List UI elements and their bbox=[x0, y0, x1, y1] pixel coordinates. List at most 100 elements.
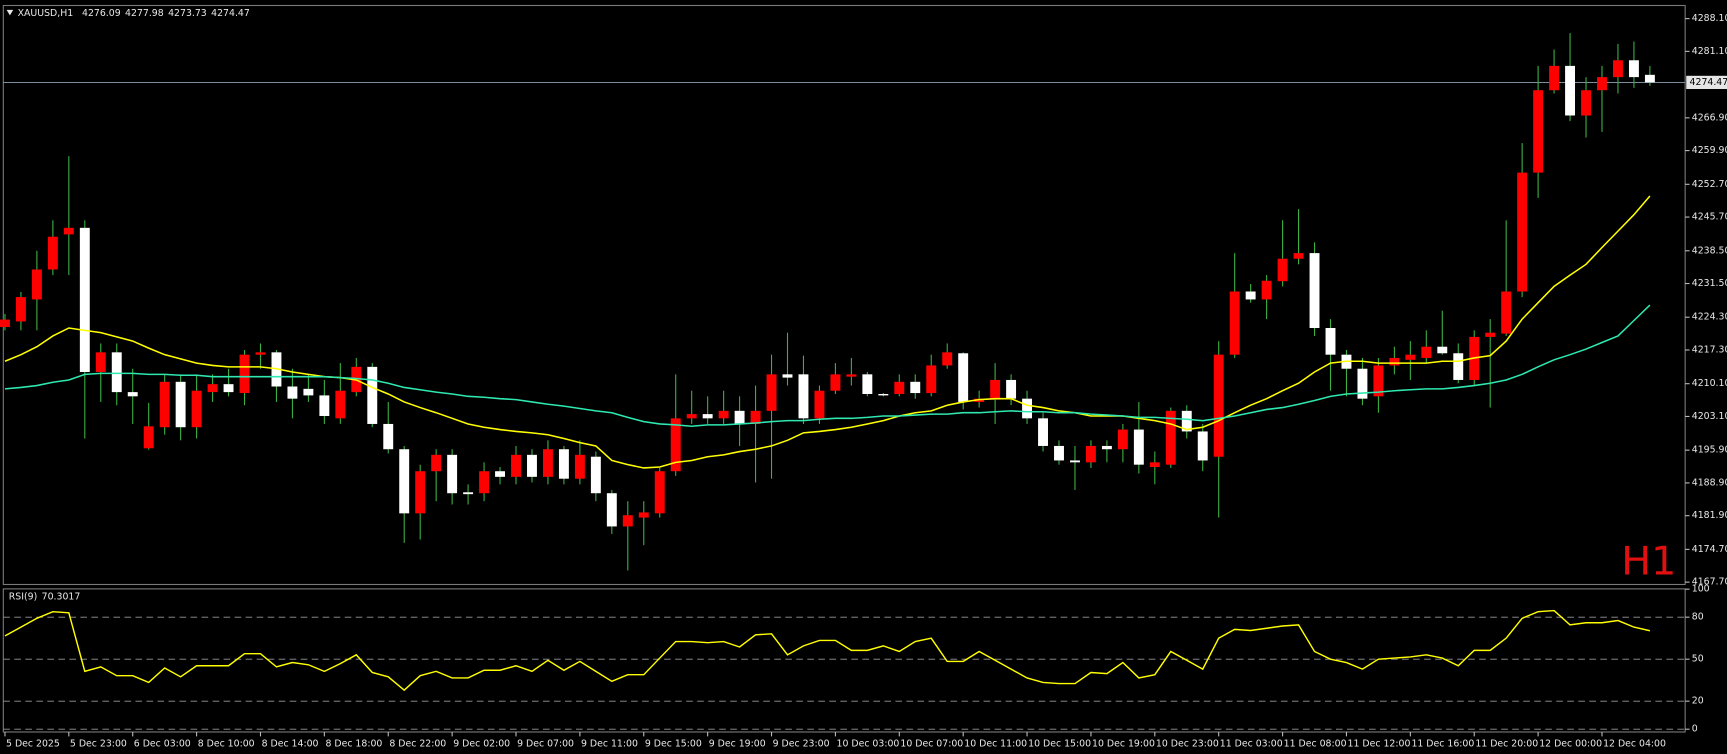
x-tick-label: 9 Dec 19:00 bbox=[709, 739, 766, 750]
x-tick-label: 9 Dec 07:00 bbox=[517, 739, 574, 750]
current-price-tag bbox=[1686, 75, 1727, 90]
x-tick-label: 9 Dec 02:00 bbox=[453, 739, 510, 750]
indicator-line bbox=[4, 609, 1651, 692]
candle-body bbox=[207, 384, 218, 393]
candle-body bbox=[1229, 291, 1240, 355]
candle-body bbox=[1213, 354, 1224, 457]
indicator-title: RSI(9) bbox=[9, 591, 37, 602]
y-tick-label: 4231.50 bbox=[1692, 278, 1727, 289]
candle-body bbox=[495, 471, 505, 477]
x-tick-label: 10 Dec 11:00 bbox=[964, 739, 1027, 750]
candle-body bbox=[159, 381, 170, 428]
x-tick-label: 12 Dec 04:00 bbox=[1603, 739, 1666, 750]
indicator-value: 70.3017 bbox=[42, 591, 81, 602]
candle-body bbox=[814, 390, 825, 419]
candle-body bbox=[367, 366, 378, 424]
candle-body bbox=[894, 381, 905, 394]
candle-body bbox=[15, 297, 26, 322]
candle-body bbox=[1325, 327, 1336, 355]
y-tick-label: 4167.70 bbox=[1692, 577, 1727, 588]
y-tick-label: 4266.90 bbox=[1692, 112, 1727, 123]
x-tick-label: 9 Dec 11:00 bbox=[581, 739, 638, 750]
x-tick-label: 9 Dec 15:00 bbox=[645, 739, 702, 750]
y-tick-label: 4252.70 bbox=[1692, 179, 1727, 190]
candle-body bbox=[958, 353, 969, 402]
x-tick-label: 11 Dec 12:00 bbox=[1348, 739, 1411, 750]
candle-body bbox=[111, 352, 122, 393]
x-tick-label: 8 Dec 10:00 bbox=[198, 739, 255, 750]
indicator-label: RSI(9) 70.3017 bbox=[9, 591, 81, 602]
y-tick-label: 4288.10 bbox=[1692, 13, 1727, 24]
candle-body bbox=[1101, 445, 1112, 450]
y-tick-label: 80 bbox=[1692, 612, 1704, 623]
candle-body bbox=[942, 352, 953, 366]
candle-body bbox=[1054, 445, 1064, 461]
x-tick-label: 10 Dec 23:00 bbox=[1156, 739, 1219, 750]
candle-body bbox=[1357, 368, 1368, 399]
candle-body bbox=[335, 390, 346, 419]
x-tick-label: 10 Dec 07:00 bbox=[900, 739, 963, 750]
menu-arrow[interactable] bbox=[6, 9, 14, 16]
candle-body bbox=[1293, 253, 1304, 259]
candle-body bbox=[479, 471, 490, 494]
candle-body bbox=[1309, 253, 1320, 328]
candle-body bbox=[239, 354, 250, 394]
candle-body bbox=[1133, 429, 1144, 465]
candle-body bbox=[1597, 77, 1607, 91]
y-tick-label: 0 bbox=[1692, 724, 1698, 735]
candle-body bbox=[463, 492, 474, 495]
x-tick-label: 5 Dec 23:00 bbox=[70, 739, 127, 750]
x-tick-label: 9 Dec 23:00 bbox=[773, 739, 830, 750]
symbol-title: XAUUSD,H1 bbox=[18, 8, 74, 19]
candle-body bbox=[1628, 60, 1639, 78]
candle-body bbox=[1165, 410, 1176, 465]
candle-body bbox=[622, 515, 633, 527]
y-tick-label: 4203.10 bbox=[1692, 411, 1727, 422]
y-tick-label: 50 bbox=[1692, 654, 1704, 665]
x-tick-label: 8 Dec 22:00 bbox=[389, 739, 446, 750]
candle-body bbox=[766, 374, 777, 411]
y-tick-label: 4259.90 bbox=[1692, 145, 1727, 156]
candle-body bbox=[1070, 460, 1080, 463]
x-tick-label: 8 Dec 14:00 bbox=[262, 739, 319, 750]
chart-header: XAUUSD,H1 4276.09 4277.98 4273.73 4274.47 bbox=[18, 8, 250, 19]
candle-body bbox=[558, 449, 569, 479]
candle-body bbox=[255, 352, 266, 355]
current-price-label: 4274.47 bbox=[1690, 77, 1727, 88]
x-tick-label: 11 Dec 08:00 bbox=[1284, 739, 1347, 750]
candle-body bbox=[191, 390, 202, 428]
rsi-panel-frame bbox=[2, 588, 1686, 733]
candle-body bbox=[1405, 354, 1416, 360]
candle-body bbox=[830, 374, 841, 391]
candle-body bbox=[910, 381, 921, 394]
candle-body bbox=[1517, 172, 1528, 292]
candle-body bbox=[686, 414, 697, 419]
candle-body bbox=[127, 392, 138, 397]
y-tick-label: 4281.10 bbox=[1692, 46, 1727, 57]
candle-body bbox=[782, 374, 793, 378]
candle-body bbox=[798, 374, 809, 419]
x-tick-label: 11 Dec 03:00 bbox=[1220, 739, 1283, 750]
y-tick-label: 4195.90 bbox=[1692, 445, 1727, 456]
y-tick-label: 4217.30 bbox=[1692, 344, 1727, 355]
y-tick-label: 4224.30 bbox=[1692, 312, 1727, 323]
candle-body bbox=[223, 384, 234, 393]
y-tick-label: 4245.70 bbox=[1692, 212, 1727, 223]
candle-body bbox=[1277, 258, 1288, 282]
moving-average-line bbox=[4, 304, 1651, 428]
candle-body bbox=[990, 379, 1001, 400]
timeframe-watermark: H1 bbox=[1621, 539, 1676, 585]
candle-body bbox=[1149, 462, 1160, 468]
x-tick-label: 10 Dec 03:00 bbox=[837, 739, 900, 750]
main-panel-frame bbox=[2, 4, 1686, 586]
candle-body bbox=[654, 471, 665, 514]
y-tick-label: 4181.90 bbox=[1692, 510, 1727, 521]
candle-body bbox=[1549, 65, 1560, 91]
candle-body bbox=[31, 269, 42, 300]
candle-body bbox=[702, 414, 713, 419]
ohlc-close: 4274.47 bbox=[211, 8, 250, 19]
candle-body bbox=[79, 227, 90, 372]
x-tick-label: 8 Dec 18:00 bbox=[325, 739, 382, 750]
candle-body bbox=[846, 374, 857, 377]
y-tick-label: 4210.10 bbox=[1692, 378, 1727, 389]
